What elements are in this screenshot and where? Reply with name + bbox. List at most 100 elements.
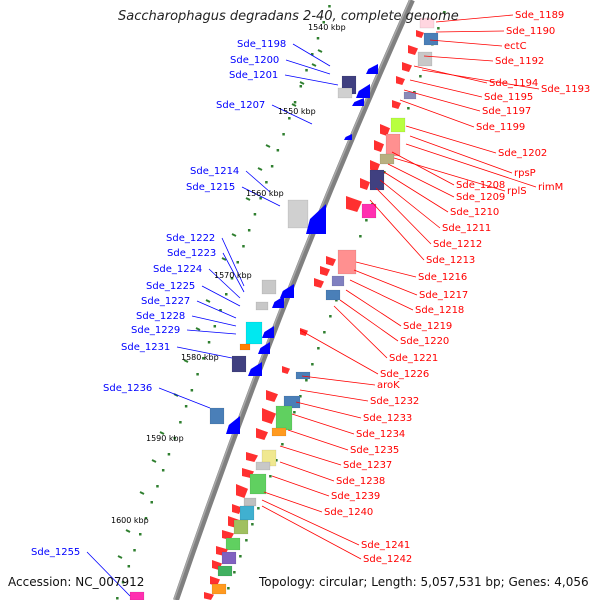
tick-line [125,529,131,533]
gene-box [417,51,433,67]
tick-dot [311,363,314,366]
connector-line [409,79,483,98]
tick-dot [127,565,131,568]
tick-dot [161,469,165,472]
tick-dot [247,229,251,232]
tick-line [183,359,189,363]
gene-label-forward: Sde_1219 [403,321,452,332]
gene-arrow-forward [222,530,234,540]
gene-label-forward: Sde_1233 [363,413,412,424]
connector-line [345,289,402,327]
gene-label-forward: Sde_1240 [324,507,373,518]
tick-dot [317,347,320,350]
connector-line [287,429,349,451]
tick-dot [116,597,119,600]
gene-box [271,427,287,437]
gene-label-reverse: Sde_1225 [146,281,195,292]
connector-line [285,59,331,75]
connector-line [391,151,455,186]
gene-box [255,461,271,471]
gene-label-forward: Sde_1194 [489,78,538,89]
tick-dot [239,555,242,558]
gene-arrow-forward [282,366,290,374]
connector-line [221,237,245,287]
gene-arrow-reverse [262,326,274,338]
gene-arrow-reverse [272,296,284,308]
gene-label-forward: Sde_1193 [541,84,590,95]
connector-line [191,315,237,327]
gene-label-forward: Sde_1202 [498,148,547,159]
gene-arrow-forward [262,408,276,424]
tick-line [205,299,211,303]
tick-line [231,233,237,237]
gene-label-forward: Sde_1218 [415,305,464,316]
gene-box [331,275,345,287]
gene-arrow-reverse [258,342,270,354]
tick-dot [190,389,194,392]
tick-dot [156,485,159,488]
tick-dot [269,475,272,478]
tick-dot [293,101,297,104]
tick-dot [236,261,239,264]
gene-arrow-reverse [352,98,364,106]
connector-line [399,99,475,128]
gene-arrow-forward [346,196,362,212]
tick-dot [233,571,236,574]
backbone-arc [173,0,415,600]
gene-arrow-reverse [226,416,240,434]
tick-dot [207,341,211,344]
connector-line [435,14,514,23]
kbp-marker: 1600 kbp [111,516,149,525]
gene-label-forward: Sde_1216 [418,272,467,283]
gene-label-reverse: Sde_1200 [230,55,279,66]
gene-box [419,17,435,29]
label-connectors [86,14,540,597]
connector-line [383,171,449,213]
gene-box [261,279,277,295]
gene-arrow-forward [396,76,405,85]
connector-line [393,157,506,192]
kbp-marker: 1590 kbp [146,434,184,443]
tick-dot [443,11,446,14]
tick-dot [251,523,254,526]
gene-arrow-forward [236,484,248,498]
connector-line [295,401,362,419]
gene-label-reverse: Sde_1231 [121,342,170,353]
tick-dot [311,53,314,56]
gene-label-forward: Sde_1197 [482,106,531,117]
gene-box [225,537,241,551]
gene-label-reverse: Sde_1223 [167,248,216,259]
tick-dot [230,277,234,280]
gene-label-forward: Sde_1221 [389,353,438,364]
tick-dot [257,507,260,510]
tick-line [265,144,271,148]
tick-dot [419,75,422,78]
connector-line [409,135,513,174]
gene-arrow-forward [266,390,278,402]
gene-box [337,87,353,99]
gene-label-reverse: Sde_1228 [136,311,185,322]
tick-dot [276,149,280,152]
tick-dot [299,85,303,88]
gene-arrow-forward [326,256,336,266]
gene-arrow-forward [370,160,380,172]
kbp-marker: 1570 kbp [214,271,252,280]
gene-features [129,17,439,600]
gene-box [245,321,263,345]
gene-box [361,203,377,219]
connector-line [201,285,241,307]
gene-arrow-reverse [366,64,378,74]
genome-info-text: Topology: circular; Length: 5,057,531 bp… [259,575,589,589]
gene-label-forward: Sde_1237 [343,460,392,471]
connector-line [299,389,369,402]
tick-dot [196,373,199,376]
tick-dot [225,293,228,296]
gene-box [239,505,255,521]
gene-label-forward: ectC [504,41,527,52]
gene-label-forward: Sde_1234 [356,429,405,440]
gene-box [325,289,341,301]
tick-dot [275,459,278,462]
connector-line [355,261,417,278]
tick-dot [259,197,262,200]
gene-arrow-reverse [280,284,294,298]
